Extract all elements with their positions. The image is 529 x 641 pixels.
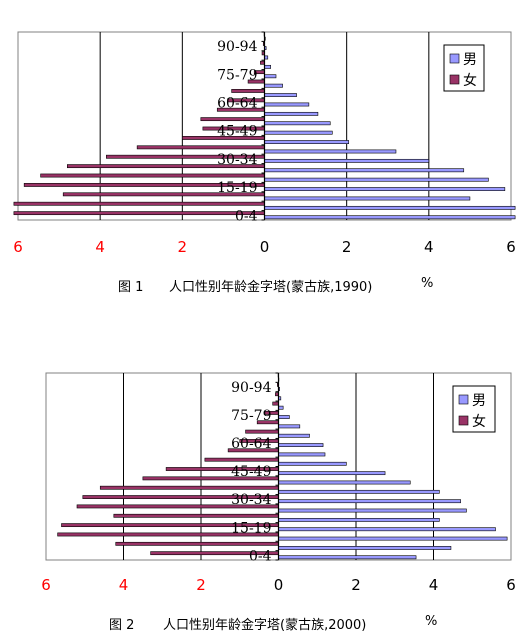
chart-1-bar-female	[136, 145, 265, 150]
chart-2-bar-female	[115, 541, 279, 546]
chart-2-x-tick-label: 2	[351, 576, 361, 594]
chart-2-bar-male	[278, 546, 452, 550]
chart-2-x-tick-label: 4	[429, 576, 439, 594]
chart-2-bar-female	[99, 485, 279, 490]
chart-2-legend-label-female: 女	[472, 413, 486, 430]
chart-1-age-label: 60-64	[217, 96, 257, 112]
chart-1-x-tick-label: 6	[506, 238, 516, 256]
chart-1-legend-swatch-male	[449, 53, 460, 64]
chart-1-legend-label-female: 女	[463, 72, 477, 89]
chart-1-bar-male	[264, 196, 471, 201]
chart-1-x-tick-label: 4	[95, 238, 105, 256]
chart-1-x-tick-label: 2	[342, 238, 352, 256]
chart-2-age-label: 60-64	[231, 436, 271, 452]
chart-1-age-label: 45-49	[217, 124, 257, 140]
chart-1-bar-male	[264, 74, 277, 79]
chart-2-legend-label-male: 男	[472, 393, 486, 409]
chart-2-x-tick-label: 6	[506, 576, 516, 594]
chart-2-bar-male	[278, 424, 301, 429]
chart-1-bar-male	[264, 205, 516, 210]
chart-1-bar-male	[264, 168, 465, 173]
chart-1-bar-male	[264, 130, 333, 135]
chart-2-bar-male	[278, 508, 467, 513]
chart-2-bar-female	[245, 429, 279, 434]
chart-2-x-tick-label: 0	[274, 576, 284, 594]
chart-2-bar-female	[272, 401, 279, 406]
chart-2-bar-male	[278, 405, 284, 410]
chart-1-bar-male	[264, 93, 297, 97]
chart-1-bar-male	[264, 83, 283, 88]
chart-1-bar-male	[264, 215, 516, 220]
chart-2-legend-swatch-female	[458, 415, 469, 426]
chart-2-age-label: 75-79	[231, 408, 271, 424]
chart-1-bar-male	[264, 102, 310, 107]
chart-2-bar-male	[278, 536, 508, 541]
chart-1-bar-male	[264, 177, 489, 182]
chart-2-bar-female	[113, 513, 279, 518]
chart-2-bar-female	[204, 457, 279, 462]
chart-1-bar-female	[200, 117, 265, 122]
chart-2-bar-male	[278, 415, 290, 419]
chart-2-bar-male	[278, 433, 310, 438]
chart-2-legend-swatch-male	[458, 394, 469, 405]
chart-2-age-label: 15-19	[231, 520, 271, 536]
chart-2-x-tick-label: 6	[41, 576, 51, 594]
chart-1-bar-male	[264, 64, 271, 69]
chart-1-caption-unit: %	[421, 276, 434, 291]
chart-2-caption-unit: %	[425, 614, 438, 629]
chart-2-bar-male	[278, 443, 324, 447]
chart-1-bar-male	[264, 158, 430, 163]
chart-2-bar-male	[278, 489, 440, 494]
chart-2-bar-male	[278, 499, 461, 504]
chart-1-x-tick-label: 6	[13, 238, 23, 256]
chart-2-bar-male	[278, 471, 386, 476]
chart-1-bar-female	[40, 173, 265, 178]
chart-2-bar-male	[278, 555, 417, 560]
chart-2-caption-number: 图 2	[109, 618, 135, 633]
chart-2-bar-male	[278, 527, 496, 532]
chart-1-bar-male	[264, 121, 331, 126]
chart-2-bar-male	[278, 517, 440, 522]
chart-2-bar-male	[278, 480, 411, 485]
chart-2-x-tick-label: 4	[119, 576, 129, 594]
chart-1-caption-number: 图 1	[118, 280, 144, 295]
chart-1-bar-female	[13, 201, 265, 206]
chart-1-age-label: 0-4	[235, 208, 258, 224]
chart-1-age-label: 90-94	[217, 39, 257, 55]
chart-2-bar-male	[278, 452, 326, 457]
chart-1-legend-swatch-female	[449, 74, 460, 85]
chart-1-bar-male	[264, 111, 319, 116]
chart-1-bar-female	[13, 211, 265, 216]
chart-2-legend-box	[452, 385, 496, 433]
chart-1-bar-female	[260, 60, 265, 65]
chart-1-age-label: 30-34	[217, 152, 257, 168]
chart-1-bar-male	[264, 140, 350, 144]
chart-2-x-tick-label: 2	[196, 576, 206, 594]
chart-1-legend-box	[443, 44, 485, 92]
chart-1-legend-label-male: 男	[463, 52, 477, 68]
chart-2-age-label: 30-34	[231, 492, 271, 508]
chart-1-bar-male	[264, 187, 506, 191]
chart-1-x-tick-label: 2	[178, 238, 188, 256]
chart-2-age-label: 0-4	[249, 548, 272, 564]
chart-2-age-label: 90-94	[231, 380, 271, 396]
chart-1-caption-title: 人口性别年龄金字塔(蒙古族,1990)	[169, 280, 373, 295]
chart-1-bar-female	[231, 89, 265, 93]
chart-1-age-label: 75-79	[217, 67, 257, 83]
chart-2-caption-title: 人口性别年龄金字塔(蒙古族,2000)	[163, 618, 367, 633]
chart-2-age-label: 45-49	[231, 464, 271, 480]
chart-2-bar-male	[278, 461, 347, 466]
chart-1-x-tick-label: 4	[424, 238, 434, 256]
chart-1-x-tick-label: 0	[260, 238, 270, 256]
chart-1-bar-male	[264, 149, 397, 154]
chart-1-age-label: 15-19	[217, 180, 257, 196]
